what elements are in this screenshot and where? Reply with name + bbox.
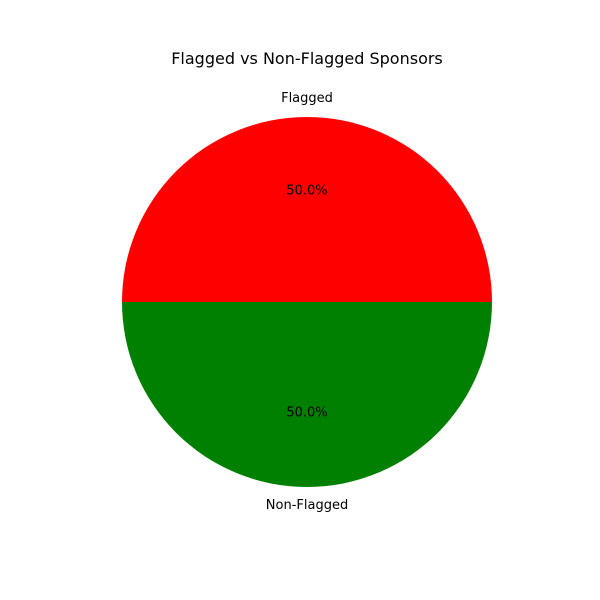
slice-percent-flagged: 50.0% <box>286 184 327 199</box>
chart-title: Flagged vs Non-Flagged Sponsors <box>171 49 443 68</box>
slice-label-non-flagged: Non-Flagged <box>266 498 348 513</box>
pie-slices <box>122 117 492 487</box>
pie-slice-non-flagged <box>122 302 492 487</box>
pie-labels: Flagged 50.0% Non-Flagged 50.0% <box>266 91 348 513</box>
slice-percent-non-flagged: 50.0% <box>286 406 327 421</box>
slice-label-flagged: Flagged <box>281 91 333 106</box>
pie-slice-flagged <box>122 117 492 302</box>
